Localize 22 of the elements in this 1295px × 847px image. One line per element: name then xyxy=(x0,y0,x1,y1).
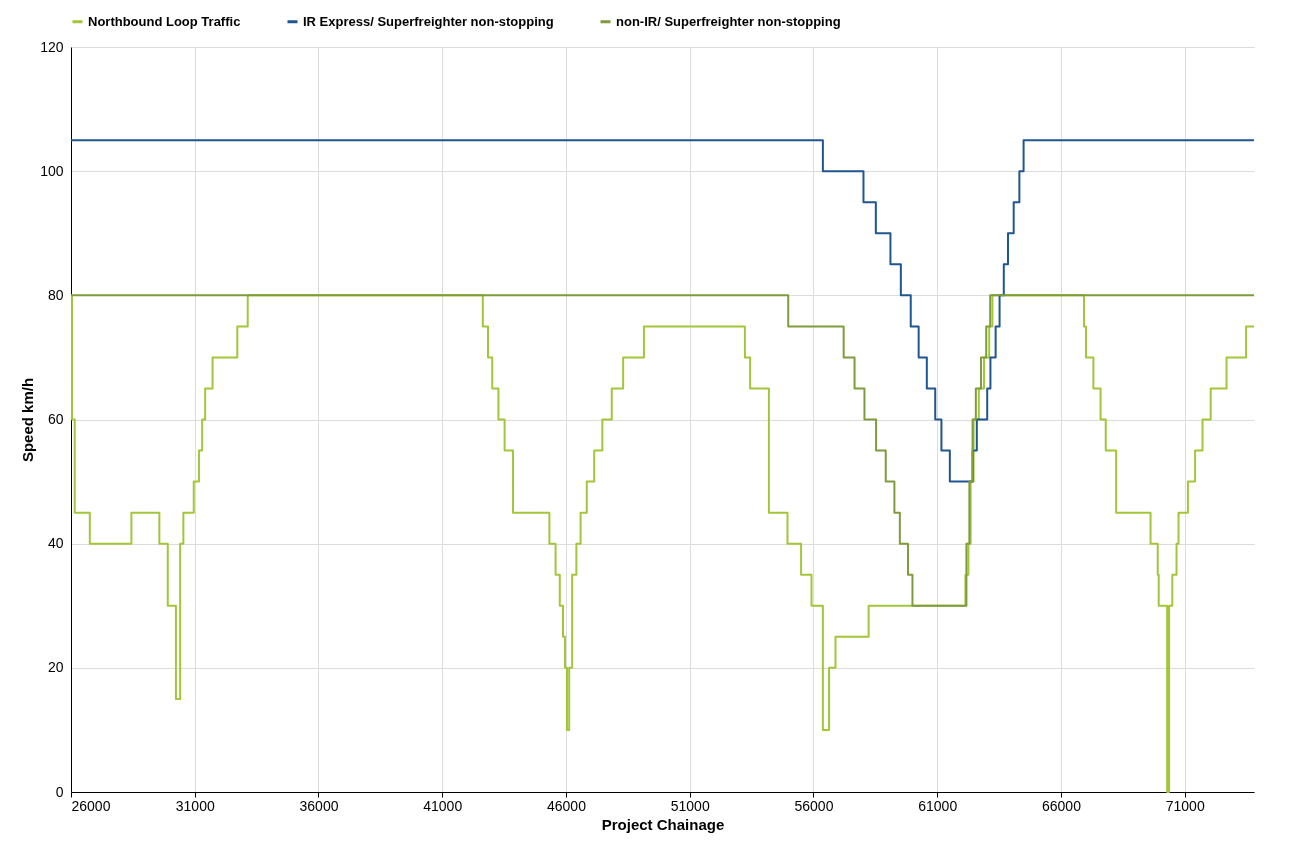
x-tick-label: 36000 xyxy=(299,797,339,814)
x-tick-label: 61000 xyxy=(918,797,958,814)
legend-label: Northbound Loop Traffic xyxy=(88,13,241,29)
x-tick-label: 26000 xyxy=(71,797,111,814)
y-tick-label: 120 xyxy=(40,38,64,55)
y-tick-label: 60 xyxy=(47,411,64,427)
x-tick-label: 41000 xyxy=(423,797,463,814)
x-tick-label: 71000 xyxy=(1165,797,1205,814)
y-tick-label: 100 xyxy=(40,162,64,179)
y-tick-label: 80 xyxy=(47,286,64,303)
x-tick-label: 51000 xyxy=(670,797,710,814)
x-axis-title: Project Chainage xyxy=(601,815,725,833)
y-tick-label: 40 xyxy=(47,535,64,552)
x-tick-label: 31000 xyxy=(175,797,215,814)
y-tick-label: 20 xyxy=(47,659,64,676)
x-tick-label: 66000 xyxy=(1041,797,1082,814)
y-tick-label: 0 xyxy=(55,783,64,800)
legend-label: IR Express/ Superfreighter non-stopping xyxy=(303,13,554,29)
x-tick-label: 46000 xyxy=(547,797,587,814)
legend-label: non-IR/ Superfreighter non-stopping xyxy=(616,13,841,29)
y-axis-title: Speed km/h xyxy=(19,377,37,463)
x-tick-label: 56000 xyxy=(794,797,834,814)
